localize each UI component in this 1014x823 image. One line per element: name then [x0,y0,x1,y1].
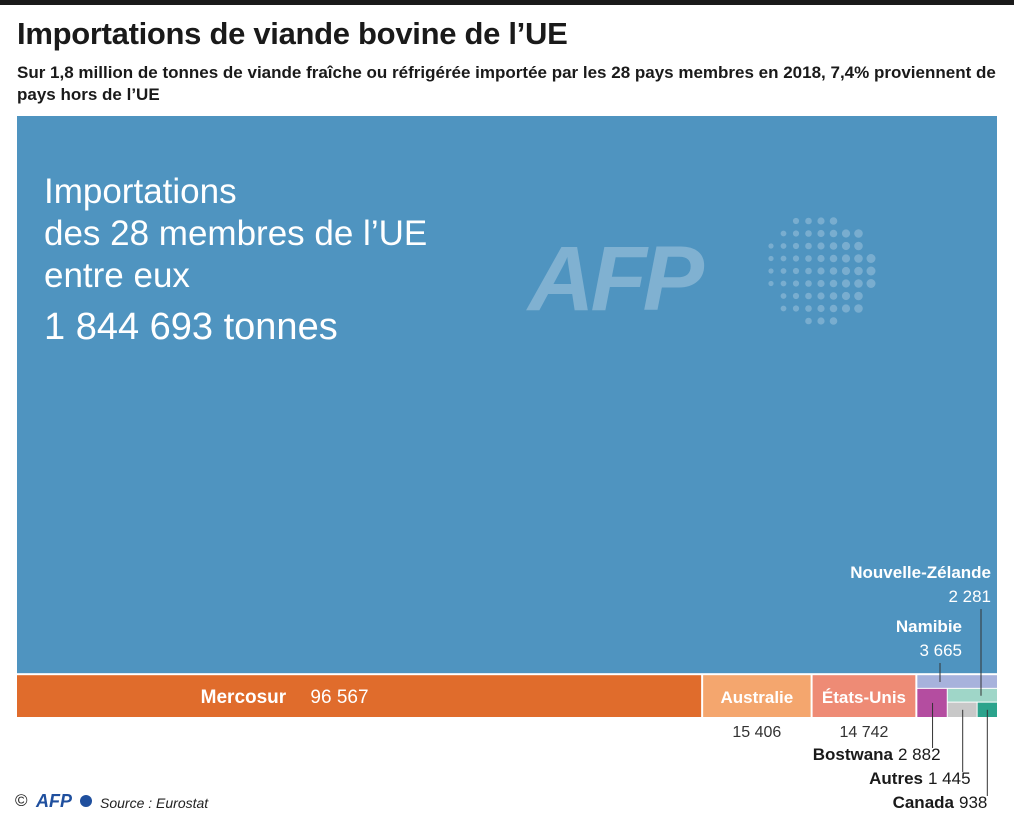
watermark-dot-icon [854,304,863,313]
watermark-dot-icon [854,229,863,238]
watermark-dot-icon [780,280,787,287]
watermark-dot-icon [768,280,774,287]
watermark-dot-icon [780,243,787,249]
svg-text:AFP: AFP [35,791,73,811]
watermark-dot-icon [792,230,800,237]
treemap-cell-mercosur [17,675,702,717]
watermark-dot-icon [854,254,863,263]
main-label-line: entre eux [44,256,190,295]
treemap-cell-ue-internal [17,116,997,674]
watermark-dot-icon [805,242,812,250]
treemap-cell-nouvelle-zelande [947,688,997,702]
watermark-dot-icon [805,317,812,325]
label-australie-name: Australie [720,688,793,707]
watermark-dot-icon [866,279,876,288]
watermark-dot-icon [792,267,800,275]
label-mercosur-value: 96 567 [310,687,368,708]
top-rule [0,0,1014,5]
label-australie-value: 15 406 [732,724,781,741]
label-mercosur-name: Mercosur [201,687,287,708]
watermark-dot-icon [829,267,838,275]
watermark-dot-icon [805,267,812,275]
treemap-cell-etats-unis [812,675,916,717]
watermark-dot-icon [841,291,851,301]
watermark-dot-icon [817,229,825,238]
copyright-symbol: © [15,791,28,810]
watermark-dot-icon [866,266,876,276]
watermark-dot-icon [780,255,787,262]
source-note: Source : Eurostat [100,795,209,811]
watermark-dot-icon [854,266,863,276]
afp-watermark-icon: AFP [526,228,705,330]
watermark-dot-icon [805,292,812,300]
label-nouvelle-zelande-value: 2 281 [948,587,991,606]
watermark-dot-icon [829,292,838,300]
main-label-line: Importations [44,172,237,211]
main-label-line: des 28 membres de l’UE [44,214,427,253]
watermark-dot-icon [854,279,863,288]
watermark-dot-icon [805,230,812,237]
watermark-dot-icon [817,242,825,250]
label-autres-name: Autres [869,769,923,788]
watermark-dot-icon [829,304,838,313]
afp-logo: AFP [35,791,92,811]
watermark-dot-icon [854,291,863,301]
watermark-dot-icon [780,230,787,237]
watermark-dot-icon [841,279,851,288]
watermark-dot-icon [817,279,825,288]
label-autres-value: 1 445 [928,769,971,788]
treemap-cell-namibie [917,675,997,688]
label-namibie-name: Namibie [896,617,962,636]
watermark-dot-icon [792,255,800,262]
watermark-dot-icon [805,255,812,262]
label-canada-value: 938 [959,793,987,812]
watermark-dot-icon [792,217,800,225]
watermark-dot-icon [829,254,838,263]
watermark-dot-icon [817,292,825,300]
label-bostwana-name: Bostwana [813,745,894,764]
watermark-dot-icon [841,266,851,276]
watermark-dot-icon [829,217,838,225]
watermark-dot-icon [817,254,825,263]
watermark-dot-icon [841,304,851,313]
watermark-dot-icon [841,229,851,238]
treemap-cell-autres [947,702,977,717]
watermark-dot-icon [780,268,787,274]
watermark-dot-icon [817,304,825,313]
watermark-dot-icon [780,305,787,312]
watermark-dot-icon [829,317,838,325]
watermark-dot-icon [829,242,838,250]
watermark-dot-icon [805,305,812,312]
watermark-dot-icon [841,241,851,251]
chart-title: Importations de viande bovine de l’UE [17,16,568,51]
watermark-dot-icon [780,293,787,299]
watermark-dot-icon [805,280,812,287]
watermark-dot-icon [829,279,838,288]
watermark-dot-icon [768,255,774,262]
watermark-dot-icon [854,241,863,251]
watermark-dot-icon [768,243,774,249]
watermark-dot-icon [841,254,851,263]
watermark-dot-icon [829,229,838,238]
treemap-cell-australie [703,675,811,717]
chart-subtitle: Sur 1,8 million de tonnes de viande fraî… [17,63,996,104]
label-bostwana-value: 2 882 [898,745,941,764]
watermark-dot-icon [792,280,800,287]
watermark-dot-icon [792,292,800,300]
watermark-dot-icon [817,317,825,325]
watermark-dot-icon [805,217,812,225]
label-nouvelle-zelande-name: Nouvelle-Zélande [850,563,991,582]
label-etats-unis-name: États-Unis [822,688,906,707]
watermark-dot-icon [817,217,825,225]
main-value-label: 1 844 693 tonnes [44,306,338,348]
label-namibie-value: 3 665 [919,641,962,660]
watermark-dot-icon [817,267,825,275]
label-canada-name: Canada [893,793,955,812]
watermark-dot-icon [792,305,800,312]
label-etats-unis-value: 14 742 [840,724,889,741]
watermark-dot-icon [768,268,774,274]
watermark-dot-icon [792,242,800,250]
watermark-dot-icon [866,254,876,263]
